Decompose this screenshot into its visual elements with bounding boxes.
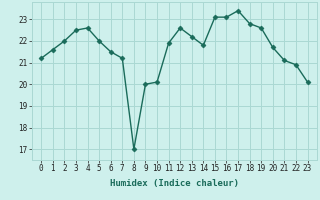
X-axis label: Humidex (Indice chaleur): Humidex (Indice chaleur): [110, 179, 239, 188]
